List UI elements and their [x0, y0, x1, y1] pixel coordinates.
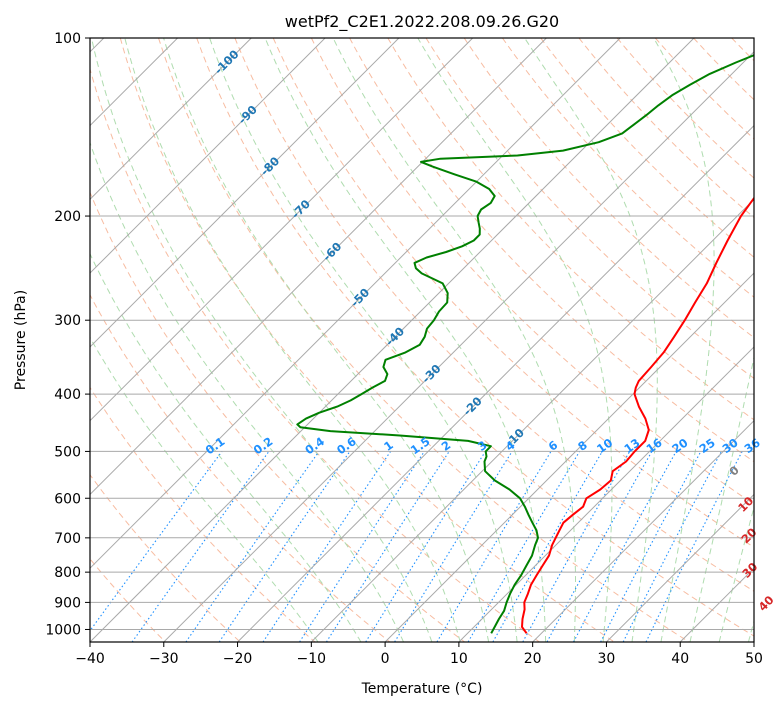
plot-frame	[89, 37, 755, 643]
x-tick-label: 30	[598, 651, 616, 667]
x-tick-label: −40	[75, 651, 105, 667]
moist-adiabat-line	[718, 505, 754, 642]
y-tick-label: 600	[54, 491, 81, 507]
mixing-ratio-line	[325, 451, 450, 642]
dry-adiabat-line	[349, 38, 754, 463]
y-tick-label: 800	[54, 565, 81, 581]
dry-adiabat-line	[387, 38, 754, 421]
moist-adiabat-line	[689, 355, 754, 642]
x-tick-label: 40	[671, 651, 689, 667]
mixing-ratio-line	[218, 451, 351, 642]
moist-adiabat-line	[163, 38, 490, 642]
dry-adiabat-line	[234, 38, 754, 592]
dry-adiabat-line	[90, 67, 540, 642]
y-tick-label: 500	[54, 444, 81, 460]
isotherm-line	[237, 124, 754, 642]
mixing-ratio-line	[622, 451, 722, 642]
axes-layer: −40 −30 −20 −10 0 10 20 30 40 50 100 200 300 400 500 60…	[45, 31, 763, 667]
dry-adiabat-line	[119, 38, 615, 642]
y-tick-label: 900	[54, 595, 81, 611]
y-tick-label: 700	[54, 531, 81, 547]
isotherm-line	[384, 272, 754, 642]
isotherm-line	[90, 38, 547, 496]
mixing-ratio-line	[299, 451, 425, 642]
profile-layer	[296, 54, 754, 634]
mixing-ratio-line	[185, 451, 320, 642]
dry-adiabat-line	[425, 38, 754, 379]
dry-adiabat-line	[272, 38, 754, 548]
isotherm-line	[90, 38, 695, 642]
dry-adiabat-line	[90, 293, 391, 642]
mixing-ratio-line	[522, 451, 631, 642]
moist-adiabat-line	[90, 141, 405, 642]
dry-adiabat-line	[578, 38, 754, 219]
moist-adiabat-line	[653, 38, 715, 642]
dry-adiabat-line	[310, 38, 754, 505]
mixing-ratio-line	[394, 451, 513, 642]
isotherm-line	[606, 493, 754, 642]
x-tick-label: 50	[745, 651, 763, 667]
x-tick-label: 10	[450, 651, 468, 667]
temperature-profile-line	[521, 196, 754, 634]
y-tick-label: 100	[54, 31, 81, 47]
y-axis-label: Pressure (hPa)	[13, 290, 29, 390]
x-tick-label: −10	[297, 651, 327, 667]
moist-adiabat-line	[524, 38, 658, 642]
isotherm-line	[90, 38, 474, 422]
isotherm-line	[90, 38, 326, 274]
isotherm-line	[458, 346, 754, 642]
isotherm-line	[163, 51, 754, 642]
mixing-ratio-line	[90, 451, 223, 632]
x-axis-label: Temperature (°C)	[361, 681, 483, 697]
line-value-label: 40	[755, 593, 775, 614]
dewpoint-profile-line	[296, 54, 754, 634]
isotherm-line	[532, 419, 754, 642]
isotherm-line	[90, 38, 400, 348]
x-tick-label: −20	[223, 651, 253, 667]
isotherm-line	[90, 38, 621, 569]
x-tick-label: 20	[524, 651, 542, 667]
moist-adiabat-line	[264, 38, 547, 642]
dry-adiabat-line	[540, 38, 754, 258]
moist-adiabat-line	[124, 38, 461, 642]
y-tick-label: 400	[54, 387, 81, 403]
x-tick-label: −30	[149, 651, 179, 667]
moist-adiabat-line	[417, 38, 613, 642]
grid-layer	[90, 38, 754, 642]
moist-adiabat-line	[90, 336, 319, 642]
mixing-ratio-line	[645, 451, 743, 642]
mixing-ratio-line	[573, 451, 677, 642]
moist-adiabat-line	[209, 38, 518, 642]
mixing-ratio-line	[546, 451, 653, 642]
chart-title: wetPf2_C2E1.2022.208.09.26.G20	[285, 12, 559, 32]
y-tick-label: 200	[54, 209, 81, 225]
isotherm-line	[90, 38, 252, 201]
dry-adiabat-line	[158, 38, 690, 642]
y-tick-label: 300	[54, 313, 81, 329]
x-tick-label: 0	[381, 651, 390, 667]
isotherm-line	[310, 198, 754, 642]
mixing-ratio-line	[262, 451, 392, 642]
y-tick-label: 1000	[45, 622, 81, 638]
moist-adiabat-line	[91, 38, 433, 642]
